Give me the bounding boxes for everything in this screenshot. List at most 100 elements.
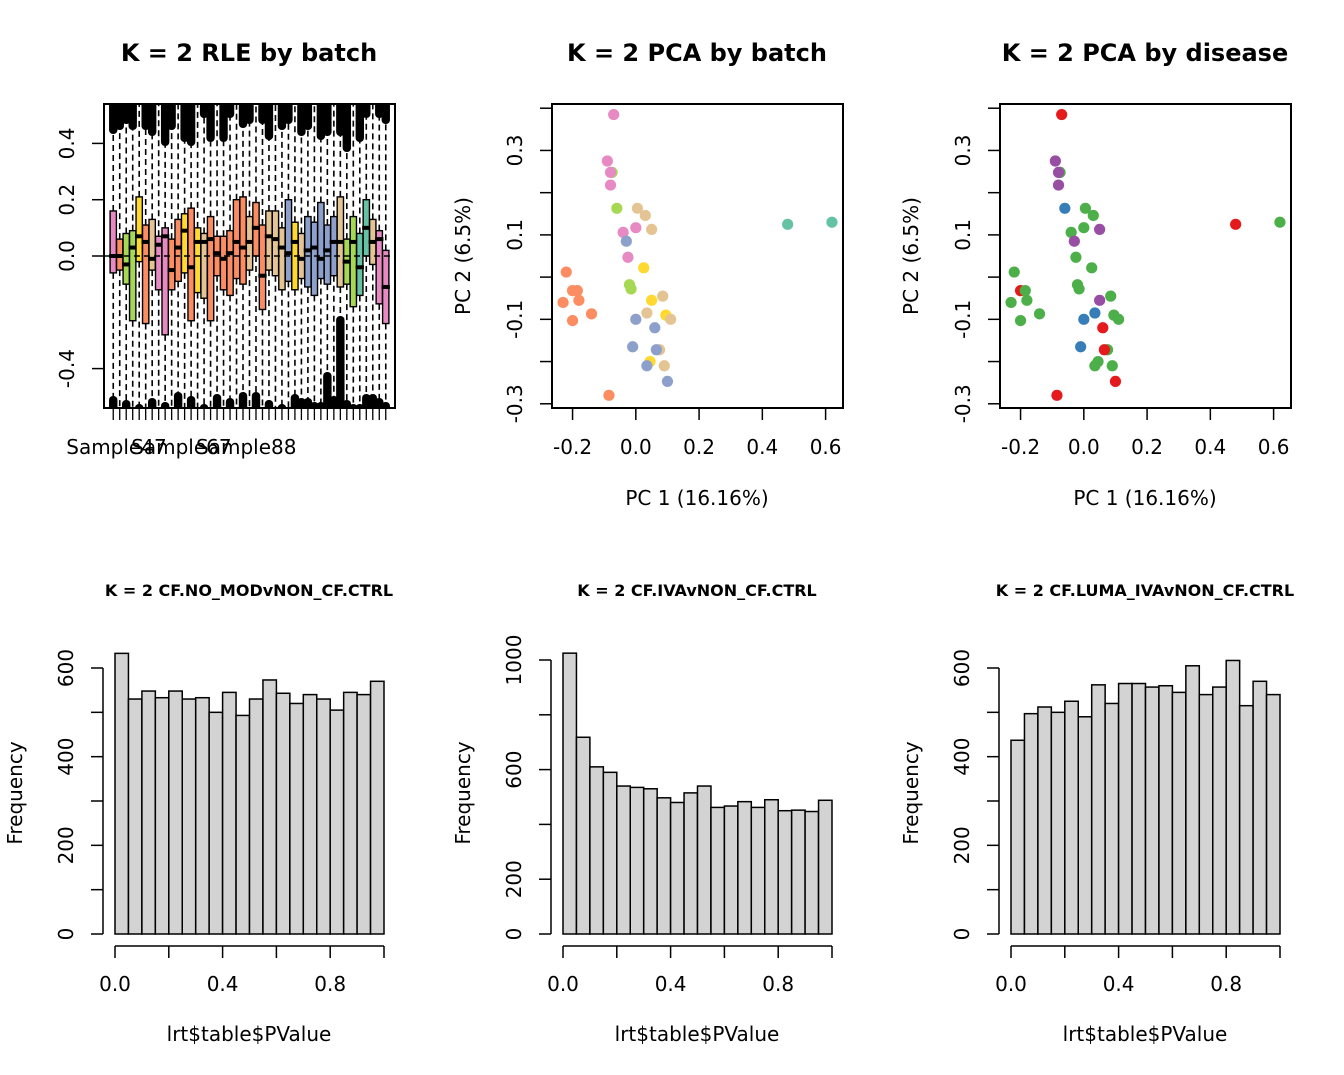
panel-title: K = 2 PCA by batch <box>567 39 827 67</box>
upper-outliers <box>245 104 254 124</box>
x-tick-label: 0.0 <box>995 972 1027 996</box>
x-tick-label: -0.2 <box>553 435 592 459</box>
lower-outliers <box>381 402 390 408</box>
x-tick-label: 0.0 <box>547 972 579 996</box>
pca-point <box>665 313 677 325</box>
x-axis-label: lrt$table$PValue <box>615 1022 780 1046</box>
panel-title: K = 2 CF.NO_MODvNON_CF.CTRL <box>105 581 393 600</box>
hist-bar <box>181 698 197 935</box>
hist-bar <box>602 771 618 935</box>
lower-outliers <box>238 392 248 408</box>
hist-bar <box>127 698 143 935</box>
upper-outliers <box>147 104 157 136</box>
hist-bar <box>1131 682 1147 935</box>
hist-bar <box>750 806 766 935</box>
x-tick-label: 0.4 <box>207 972 239 996</box>
upper-outliers <box>264 104 274 140</box>
pca-point <box>1052 179 1065 191</box>
hist-bar <box>669 801 685 935</box>
rle-box <box>161 227 170 336</box>
lower-outliers <box>173 392 183 408</box>
pca-point <box>658 360 670 372</box>
pca-point <box>1078 222 1090 234</box>
lower-outliers <box>147 398 157 408</box>
x-axis-label: PC 1 (16.16%) <box>1073 486 1216 510</box>
hist-bar <box>817 799 833 935</box>
hist-bar <box>369 680 385 935</box>
y-tick-label: 0.0 <box>55 240 79 272</box>
x-tick-label: 0.0 <box>99 972 131 996</box>
lower-outliers <box>109 396 118 408</box>
y-tick-label: 0 <box>502 928 526 941</box>
hist-bar <box>683 792 699 935</box>
x-tick-label: Sample88 <box>196 435 296 459</box>
rle-box <box>128 229 137 322</box>
hist-bar <box>194 696 210 935</box>
y-tick-label: 400 <box>950 738 974 776</box>
lower-outliers <box>160 402 170 408</box>
upper-outliers <box>186 104 196 146</box>
y-tick-label: 1000 <box>502 635 526 686</box>
y-tick-label: 0.1 <box>503 219 527 251</box>
rle-box <box>349 215 358 308</box>
upper-outliers <box>284 104 293 124</box>
hist-no-mod-panel: K = 2 CF.NO_MODvNON_CF.CTRL 0.0 0.4 0.8 0 20… <box>3 581 393 1046</box>
hist-bar <box>1144 686 1160 935</box>
pca-point <box>1056 108 1068 121</box>
x-tick-label: 0.6 <box>1258 435 1290 459</box>
pca-point <box>604 166 617 178</box>
hist-bar <box>235 714 251 935</box>
hist-bar <box>1238 704 1254 935</box>
y-tick-label: 0.2 <box>55 184 79 216</box>
lower-outliers <box>251 392 261 408</box>
pca-point <box>631 202 644 214</box>
y-axis-label: Frequency <box>899 741 923 844</box>
pca-point <box>1094 223 1106 235</box>
hist-bar <box>329 709 345 935</box>
y-tick-label: -0.3 <box>503 384 527 423</box>
pca-point <box>1106 360 1118 372</box>
x-tick-label: 0.8 <box>1210 972 1242 996</box>
hist-bar <box>790 809 806 935</box>
pca-point <box>649 322 661 334</box>
lower-outliers <box>375 398 384 408</box>
y-tick-label: -0.3 <box>951 384 975 423</box>
pca-disease-panel: K = 2 PCA by disease -0.2 0.0 0.2 0.4 0.6-0.… <box>899 39 1292 510</box>
panel-title: K = 2 CF.LUMA_IVAvNON_CF.CTRL <box>996 581 1294 600</box>
hist-bar <box>1212 686 1227 935</box>
upper-outliers <box>336 104 345 136</box>
hist-bar <box>262 679 278 935</box>
pca-point <box>617 226 629 238</box>
upper-outliers <box>297 104 306 136</box>
rle-box <box>193 227 202 294</box>
hist-bar <box>1225 659 1241 935</box>
hist-bar <box>208 711 224 935</box>
hist-bar <box>629 786 645 935</box>
pca-point <box>1098 344 1110 356</box>
y-tick-label: 0.3 <box>951 135 975 167</box>
rle-box <box>329 215 338 277</box>
hist-bar <box>1252 680 1268 935</box>
x-axis-label: PC 1 (16.16%) <box>625 486 768 510</box>
hist-bar <box>1023 712 1039 935</box>
upper-outliers <box>180 104 189 142</box>
upper-outliers <box>128 104 137 130</box>
pca-point <box>566 315 579 327</box>
pca-point <box>661 375 674 387</box>
pca-point <box>650 344 662 356</box>
lower-outliers <box>316 402 326 408</box>
hist-bar <box>1064 700 1080 935</box>
pca-point <box>1109 375 1122 387</box>
pca-batch-axes: -0.2 0.0 0.2 0.4 0.6 -0.3 -0.1 0.1 0.3 <box>503 107 842 459</box>
upper-outliers <box>381 104 390 124</box>
pca-point <box>1021 294 1033 306</box>
hist-bar <box>562 652 578 935</box>
pca-point <box>627 341 639 353</box>
rle-box <box>258 224 267 311</box>
x-tick-label: Sample47 <box>66 435 166 459</box>
y-tick-label: 0 <box>54 928 78 941</box>
pca-point <box>620 235 632 247</box>
hist-bar <box>1050 711 1066 935</box>
hist-bar <box>696 785 712 935</box>
pca-batch-panel: K = 2 PCA by batch -0.2 0.0 0.2 0.4 0.6-0.3-… <box>451 39 844 510</box>
